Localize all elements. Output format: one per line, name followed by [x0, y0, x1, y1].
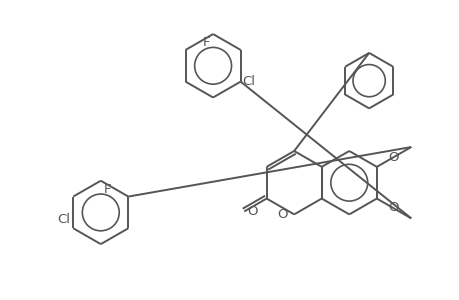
Text: O: O	[246, 205, 257, 218]
Text: F: F	[202, 36, 210, 49]
Text: O: O	[277, 208, 288, 221]
Text: Cl: Cl	[57, 213, 70, 226]
Text: O: O	[387, 201, 397, 214]
Text: O: O	[387, 152, 397, 164]
Text: Cl: Cl	[242, 75, 255, 88]
Text: F: F	[104, 183, 111, 196]
